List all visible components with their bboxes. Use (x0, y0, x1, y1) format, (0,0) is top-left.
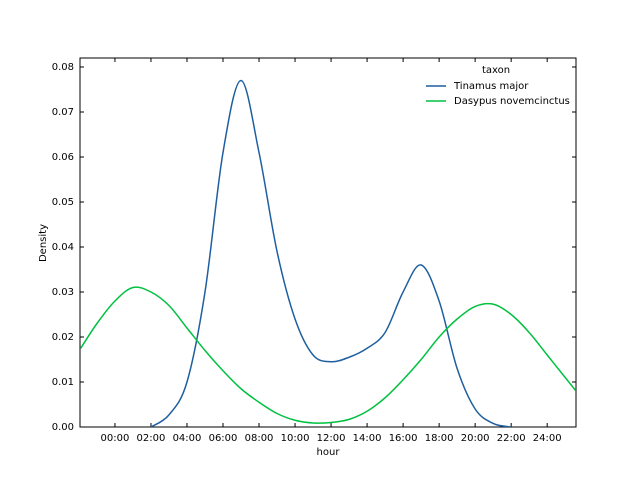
y-tick-label: 0.07 (52, 107, 74, 118)
x-tick-label: 08:00 (245, 433, 274, 444)
x-tick-label: 04:00 (173, 433, 202, 444)
series-line (150, 79, 512, 427)
y-tick-label: 0.02 (52, 332, 74, 343)
x-tick-label: 16:00 (389, 433, 418, 444)
y-tick-label: 0.04 (52, 242, 74, 253)
x-tick-label: 12:00 (317, 433, 346, 444)
x-tick-label: 14:00 (353, 433, 382, 444)
y-tick-label: 0.00 (52, 422, 74, 433)
y-tick-label: 0.08 (52, 62, 74, 73)
x-tick-label: 00:00 (101, 433, 130, 444)
y-tick-label: 0.06 (52, 152, 74, 163)
series-line (80, 286, 576, 424)
y-axis-label: Density (38, 224, 49, 262)
x-tick-label: 24:00 (533, 433, 562, 444)
legend-label: Tinamus major (453, 81, 529, 92)
plot-frame (79, 57, 577, 428)
y-tick-label: 0.01 (52, 377, 74, 388)
legend-label: Dasypus novemcinctus (454, 96, 570, 107)
y-tick-label: 0.05 (52, 197, 74, 208)
x-tick-label: 20:00 (461, 433, 490, 444)
x-axis-label: hour (317, 447, 341, 458)
x-tick-label: 06:00 (209, 433, 238, 444)
x-tick-label: 02:00 (137, 433, 166, 444)
x-tick-label: 18:00 (425, 433, 454, 444)
legend-title: taxon (482, 65, 510, 76)
x-tick-label: 22:00 (497, 433, 526, 444)
x-tick-label: 10:00 (281, 433, 310, 444)
y-tick-label: 0.03 (52, 287, 74, 298)
